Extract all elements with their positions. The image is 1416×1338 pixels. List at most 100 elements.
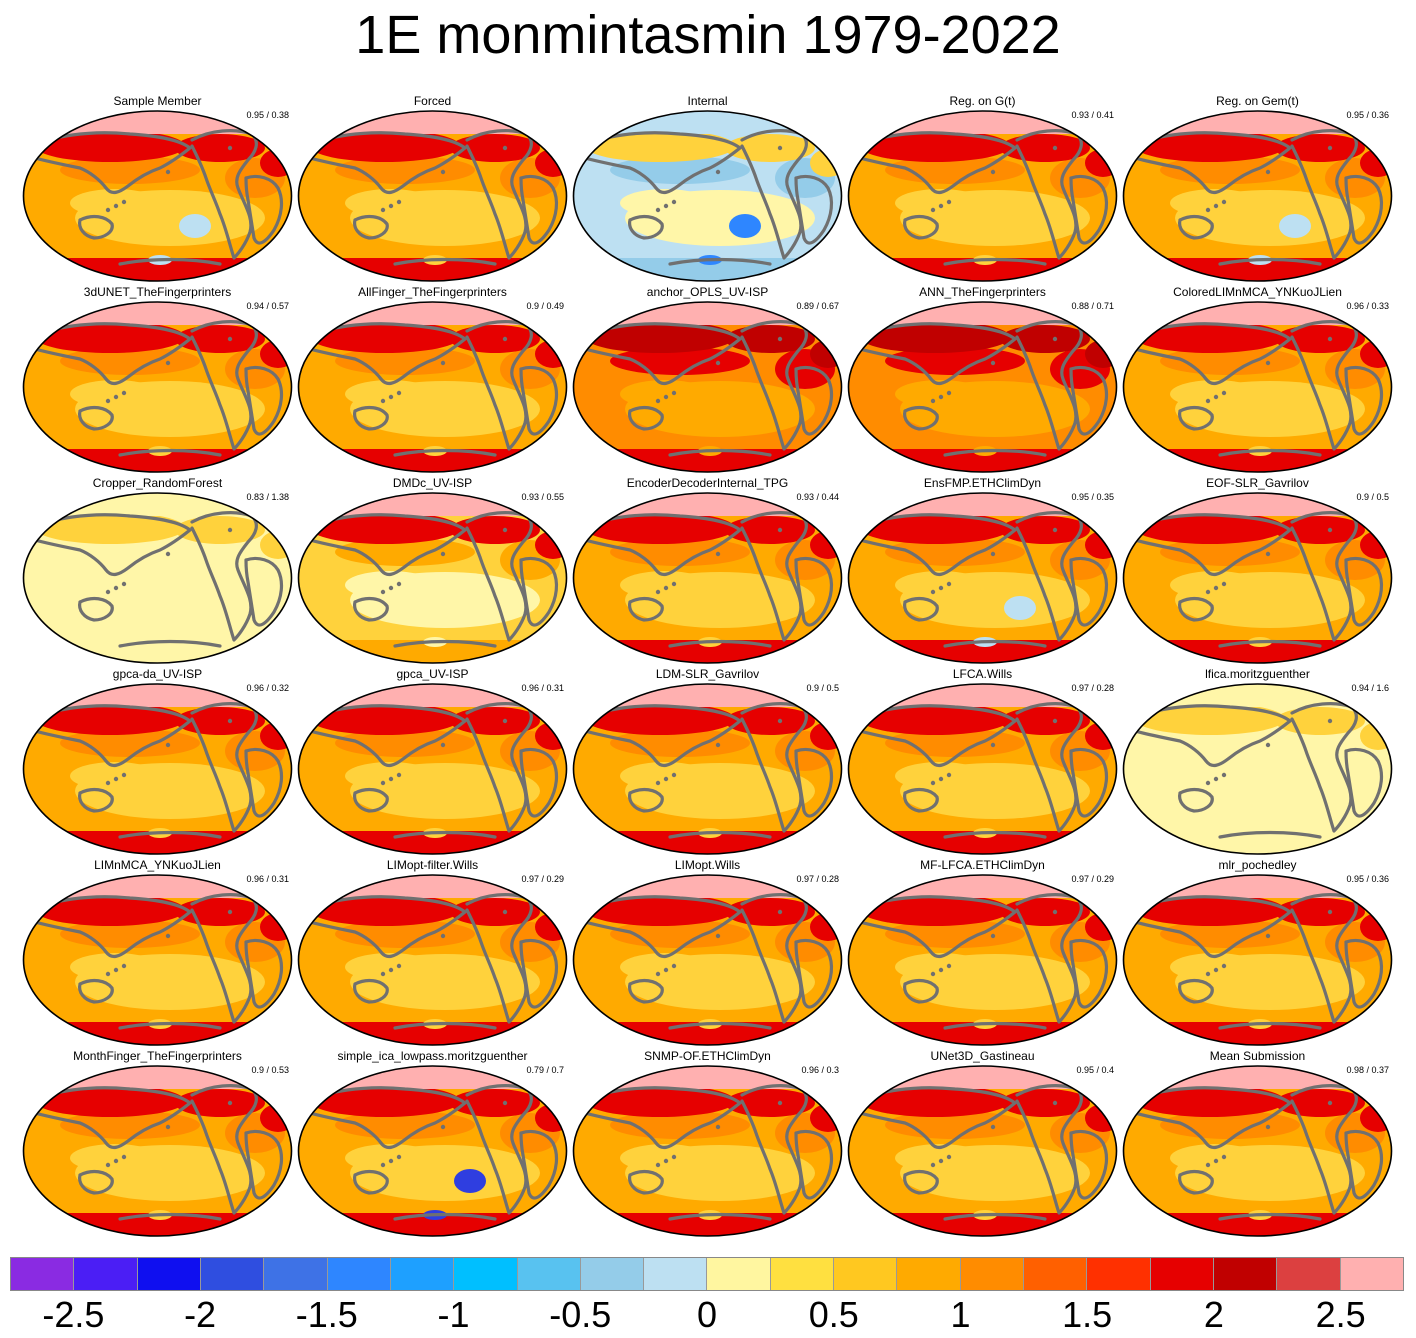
island bbox=[930, 207, 936, 213]
coastline bbox=[628, 787, 664, 813]
colorbar-tick-label: -1 bbox=[437, 1294, 470, 1335]
island bbox=[380, 780, 386, 786]
panel-title: 3dUNET_TheFingerprinters bbox=[83, 285, 232, 299]
coastline bbox=[1218, 257, 1322, 266]
coastline bbox=[353, 787, 389, 813]
panel-score: 0.89 / 0.67 bbox=[796, 301, 839, 311]
map-panel: EOF-SLR_Gavrilov 0.9 / 0.5 bbox=[1120, 476, 1395, 666]
coastline bbox=[851, 704, 1017, 768]
coastline bbox=[118, 257, 222, 266]
coastline bbox=[1069, 365, 1109, 436]
arctic-cap bbox=[298, 111, 567, 134]
panel-title: LFCA.Wills bbox=[952, 667, 1013, 681]
island bbox=[380, 207, 386, 213]
map-border bbox=[22, 110, 293, 282]
coastline bbox=[190, 893, 258, 1024]
coastline bbox=[1344, 938, 1384, 1009]
coastline bbox=[1344, 1129, 1384, 1200]
island bbox=[1052, 909, 1058, 915]
coastline bbox=[1290, 129, 1358, 260]
colorbar bbox=[10, 1257, 1404, 1291]
panel-score: 0.97 / 0.28 bbox=[796, 874, 839, 884]
world-map bbox=[1122, 110, 1393, 282]
map-border bbox=[847, 1065, 1118, 1237]
coastline bbox=[78, 1169, 114, 1195]
world-map bbox=[297, 492, 568, 664]
island bbox=[47, 828, 53, 834]
arctic-cap bbox=[1123, 684, 1392, 707]
coastline bbox=[668, 1021, 772, 1030]
arctic-cap bbox=[298, 875, 567, 898]
island bbox=[671, 963, 677, 969]
island bbox=[121, 772, 127, 778]
colorbar-tick-label: 0.5 bbox=[808, 1294, 859, 1335]
island bbox=[1327, 527, 1333, 533]
panel-title: Reg. on Gem(t) bbox=[1216, 94, 1299, 108]
map-panel: SNMP-OF.ETHClimDyn 0.96 / 0.3 bbox=[570, 1049, 845, 1239]
island bbox=[777, 336, 783, 342]
panel-title: SNMP-OF.ETHClimDyn bbox=[644, 1049, 771, 1063]
map-border bbox=[1122, 874, 1393, 1046]
anomaly-patch bbox=[729, 787, 761, 811]
coastline bbox=[628, 214, 664, 240]
coastline bbox=[1218, 830, 1322, 839]
island bbox=[1213, 967, 1219, 973]
island bbox=[440, 360, 446, 366]
island bbox=[671, 390, 677, 396]
coastline bbox=[244, 556, 284, 627]
island bbox=[440, 742, 446, 748]
coastline bbox=[576, 704, 742, 768]
island bbox=[663, 1158, 669, 1164]
coastline bbox=[301, 322, 467, 386]
world-map bbox=[297, 110, 568, 282]
coastline bbox=[903, 405, 939, 431]
northern-warm-zone bbox=[860, 512, 1010, 544]
island bbox=[322, 1210, 328, 1216]
map-border bbox=[1122, 1065, 1393, 1237]
coastline bbox=[794, 174, 834, 245]
island bbox=[1213, 585, 1219, 591]
anomaly-patch bbox=[179, 978, 211, 1002]
map-panel: EncoderDecoderInternal_TPG 0.93 / 0.44 bbox=[570, 476, 845, 666]
panel-title: MonthFinger_TheFingerprinters bbox=[73, 1049, 242, 1063]
island bbox=[396, 963, 402, 969]
coastline bbox=[519, 1129, 559, 1200]
island bbox=[1221, 390, 1227, 396]
coastline bbox=[794, 1129, 834, 1200]
island bbox=[946, 199, 952, 205]
coastline bbox=[1069, 1129, 1109, 1200]
coastline bbox=[668, 639, 772, 648]
coastline bbox=[1126, 322, 1292, 386]
map-panel: ANN_TheFingerprinters 0.88 / 0.71 bbox=[845, 285, 1120, 475]
coastline bbox=[1178, 978, 1214, 1004]
coastline bbox=[301, 131, 467, 195]
island bbox=[113, 967, 119, 973]
map-panel: AllFinger_TheFingerprinters 0.9 / 0.49 bbox=[295, 285, 570, 475]
map-panel: UNet3D_Gastineau 0.95 / 0.4 bbox=[845, 1049, 1120, 1239]
island bbox=[715, 360, 721, 366]
anomaly-patch bbox=[1279, 978, 1311, 1002]
arctic-cap bbox=[23, 111, 292, 134]
map-panel: Internal bbox=[570, 94, 845, 284]
island bbox=[388, 776, 394, 782]
island bbox=[502, 1100, 508, 1106]
coastline bbox=[78, 787, 114, 813]
figure-title: 1E monmintasmin 1979-2022 bbox=[355, 5, 1061, 65]
world-map bbox=[847, 1065, 1118, 1237]
island bbox=[597, 1019, 603, 1025]
map-border bbox=[1122, 683, 1393, 855]
island bbox=[715, 742, 721, 748]
island bbox=[1205, 207, 1211, 213]
panel-title: Cropper_RandomForest bbox=[92, 476, 223, 490]
colorbar-tick-label: 2 bbox=[1203, 1294, 1224, 1335]
island bbox=[1052, 718, 1058, 724]
colorbar-segment bbox=[390, 1258, 455, 1290]
island bbox=[938, 203, 944, 209]
panel-score: 0.95 / 0.35 bbox=[1071, 492, 1114, 502]
coastline bbox=[393, 1212, 497, 1221]
world-map bbox=[297, 683, 568, 855]
coastline bbox=[78, 405, 114, 431]
coastline bbox=[190, 511, 258, 642]
island bbox=[1327, 1100, 1333, 1106]
anomaly-patch bbox=[1279, 1169, 1311, 1193]
